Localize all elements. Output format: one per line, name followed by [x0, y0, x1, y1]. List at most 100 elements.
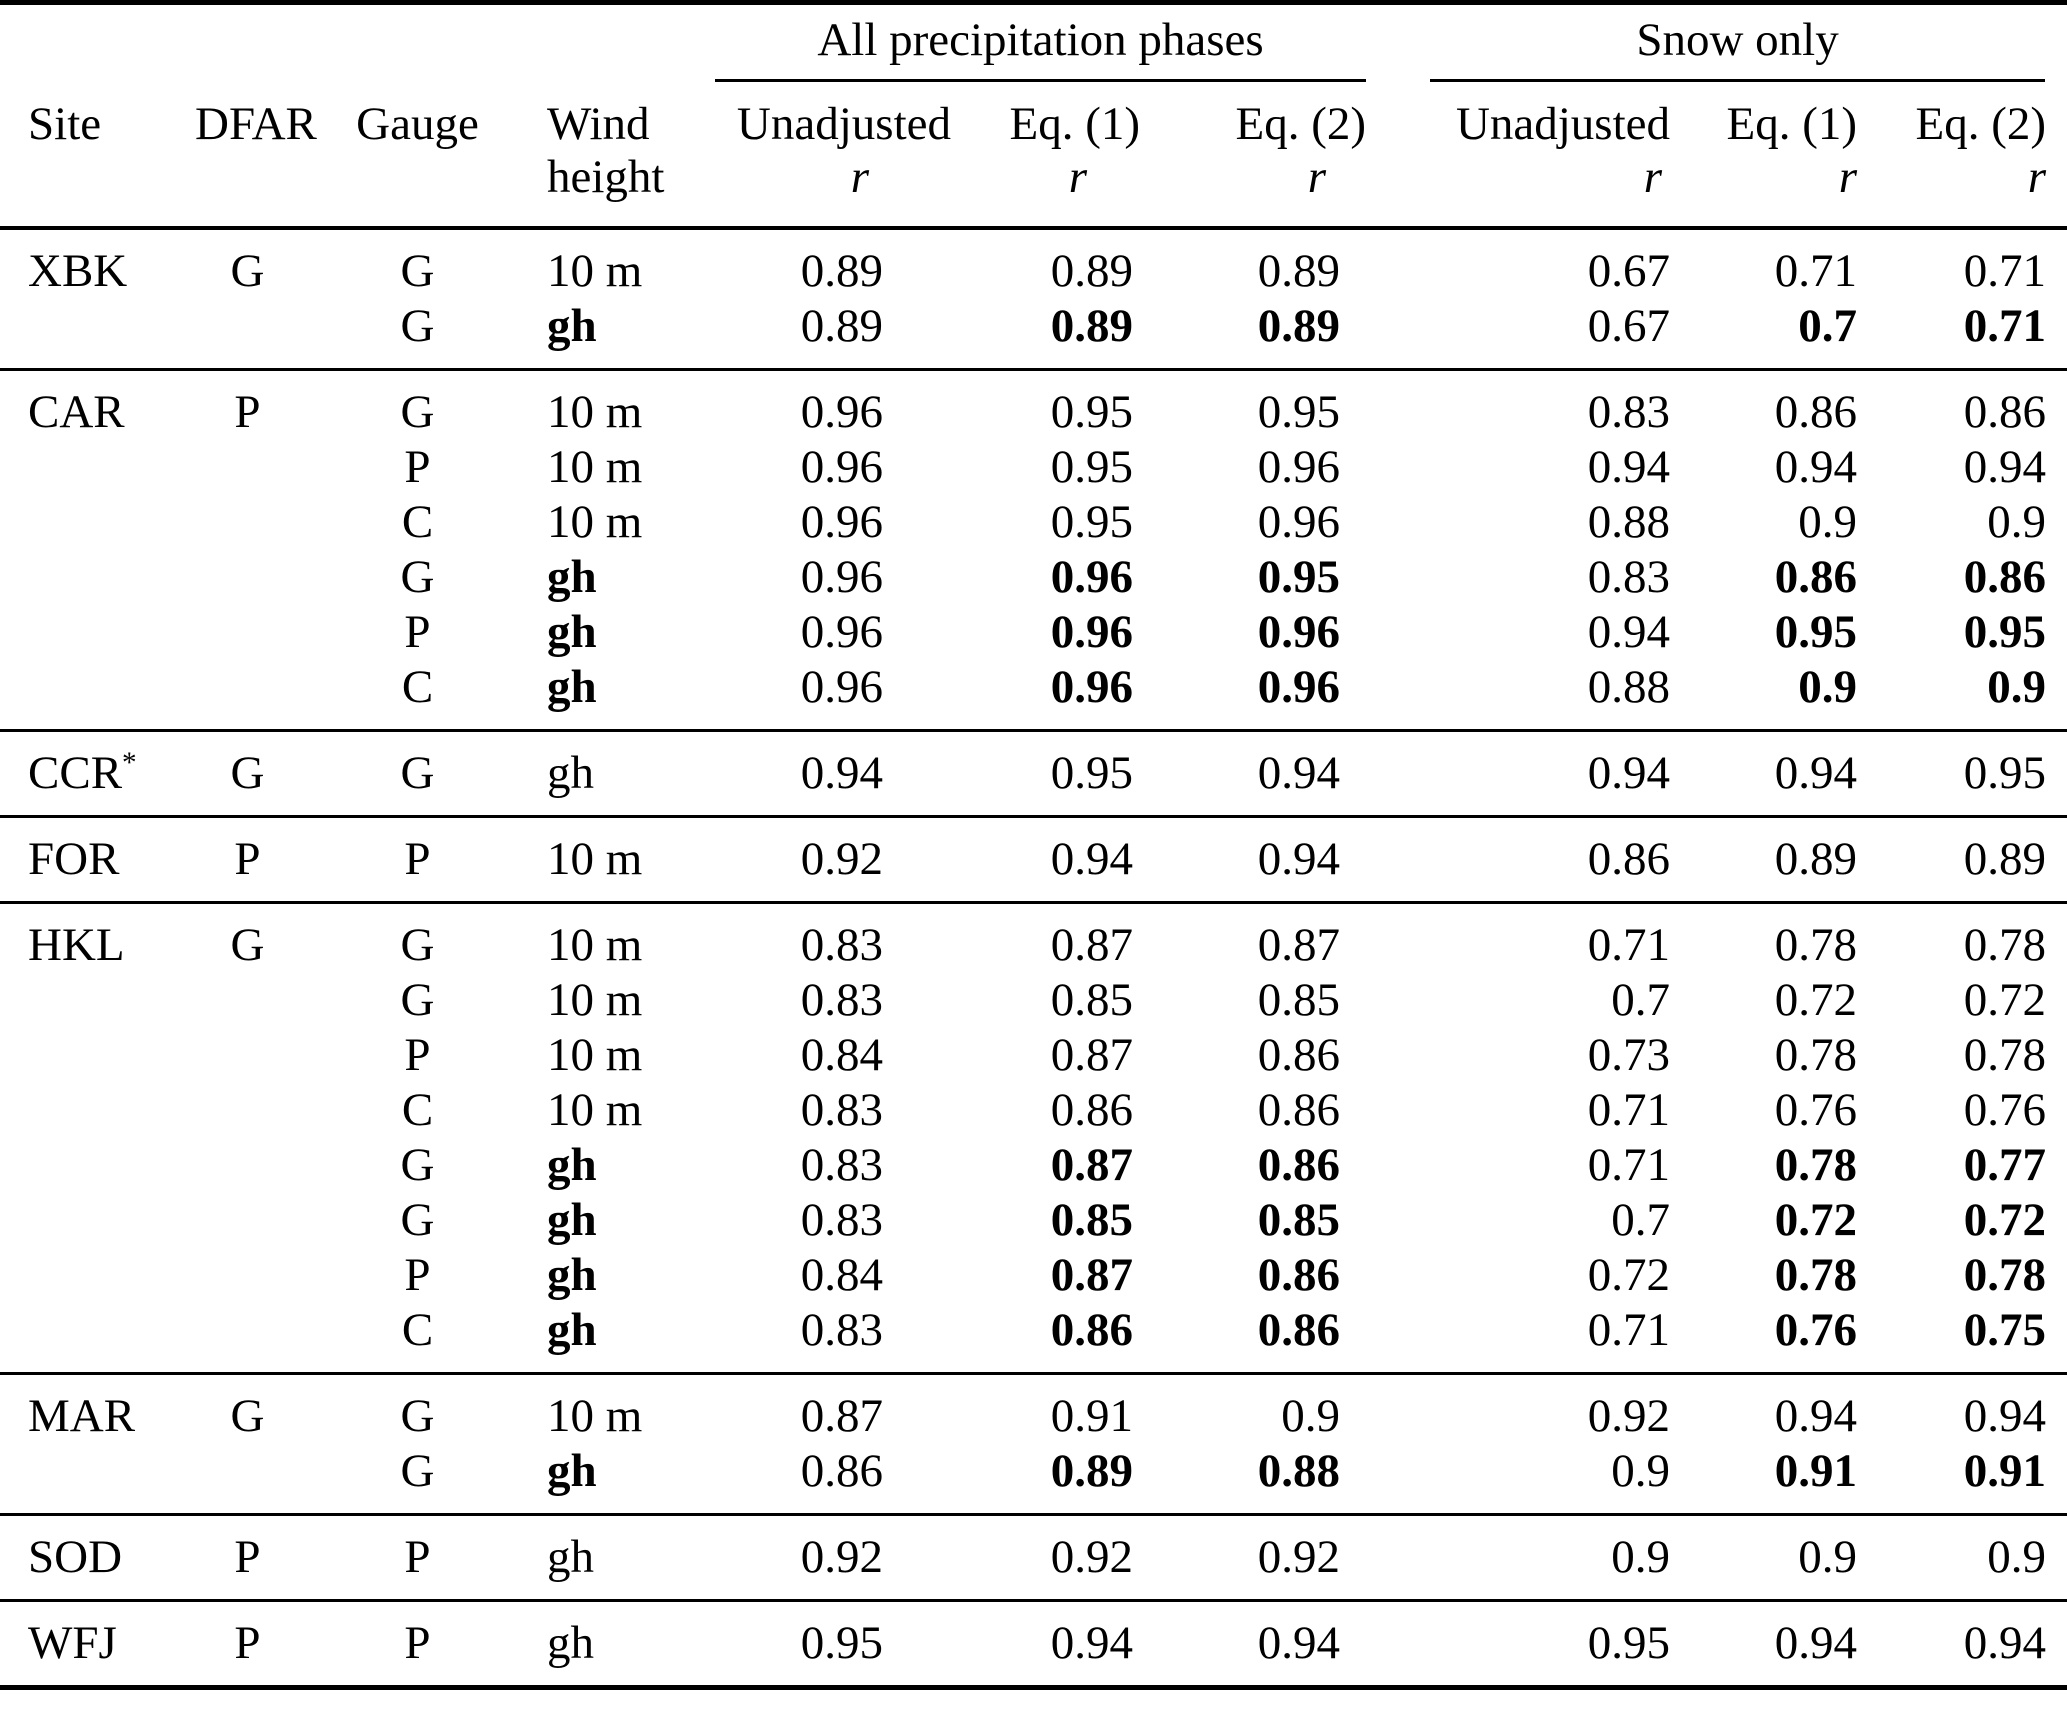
- cell-all-eq2: 0.95: [1257, 386, 1341, 438]
- cell-all-unadjusted: 0.83: [800, 1304, 883, 1356]
- cell-all-unadjusted: 0.96: [800, 661, 883, 713]
- cell-snow-eq2: 0.78: [1963, 1249, 2047, 1301]
- cell-dfar: [195, 1083, 300, 1138]
- cell-snow-eq1: 0.95: [1774, 606, 1858, 658]
- cell-all-unadjusted: 0.86: [800, 1445, 883, 1497]
- cell-site: [0, 605, 195, 660]
- cell-gauge: G: [400, 747, 435, 799]
- cell-all-unadjusted: 0.83: [800, 1194, 883, 1246]
- cell-dfar: [195, 1303, 300, 1374]
- cell-snow-eq2: 0.95: [1963, 606, 2047, 658]
- cell-all-eq2: 0.94: [1257, 1617, 1341, 1669]
- cell-dfar: P: [234, 1617, 261, 1669]
- cell-wind-height: 10 m: [547, 1084, 643, 1136]
- cell-snow-unadjusted: 0.7: [1611, 974, 1671, 1026]
- cell-all-eq2: 0.96: [1257, 661, 1341, 713]
- cell-snow-eq1: 0.78: [1774, 1029, 1858, 1081]
- cell-snow-unadjusted: 0.94: [1587, 441, 1671, 493]
- cell-snow-eq1: 0.76: [1774, 1084, 1858, 1136]
- cell-all-eq2: 0.86: [1257, 1249, 1341, 1301]
- cell-wind-height: gh: [547, 1531, 594, 1583]
- cell-all-unadjusted: 0.96: [800, 551, 883, 603]
- col-header-site: Site: [28, 98, 102, 150]
- r-label: r: [1838, 151, 1858, 203]
- cell-all-eq1: 0.86: [1050, 1304, 1133, 1356]
- cell-wind-height: gh: [547, 1304, 597, 1356]
- cell-all-eq2: 0.86: [1257, 1304, 1341, 1356]
- cell-snow-eq2: 0.78: [1963, 919, 2047, 971]
- cell-all-eq2: 0.88: [1257, 1445, 1341, 1497]
- cell-site: XBK: [28, 245, 128, 297]
- cell-site: [0, 1303, 195, 1374]
- cell-all-eq2: 0.94: [1257, 833, 1341, 885]
- cell-wind-height: 10 m: [547, 245, 643, 297]
- cell-gauge: G: [400, 551, 435, 603]
- cell-snow-eq2: 0.71: [1963, 300, 2047, 352]
- cell-all-eq1: 0.91: [1050, 1390, 1133, 1442]
- cell-snow-eq2: 0.9: [1987, 496, 2047, 548]
- cell-all-eq2: 0.89: [1257, 245, 1341, 297]
- cell-all-eq1: 0.96: [1050, 661, 1133, 713]
- cell-all-unadjusted: 0.83: [800, 1084, 883, 1136]
- table-row: CAR P G 10 m 0.96 0.95 0.95 0.83 0.86 0.86: [0, 370, 2067, 441]
- cell-all-unadjusted: 0.89: [800, 245, 883, 297]
- cell-all-unadjusted: 0.89: [800, 300, 883, 352]
- cell-gauge: P: [404, 1249, 431, 1301]
- cell-all-eq2: 0.96: [1257, 496, 1341, 548]
- cell-wind-height: 10 m: [547, 441, 643, 493]
- cell-all-eq2: 0.95: [1257, 551, 1341, 603]
- cell-wind-height: 10 m: [547, 919, 643, 971]
- cell-all-eq1: 0.89: [1050, 300, 1133, 352]
- cell-site: [0, 1248, 195, 1303]
- cell-snow-unadjusted: 0.72: [1587, 1249, 1671, 1301]
- cell-all-eq2: 0.86: [1257, 1084, 1341, 1136]
- cell-snow-eq2: 0.89: [1963, 833, 2047, 885]
- cell-wind-height: gh: [547, 1617, 594, 1669]
- cell-site: [0, 550, 195, 605]
- cell-snow-eq1: 0.78: [1774, 919, 1858, 971]
- cell-all-eq2: 0.86: [1257, 1029, 1341, 1081]
- col-header-all-eq2: Eq. (2) r: [1140, 82, 1367, 228]
- cell-all-eq1: 0.94: [1050, 833, 1133, 885]
- cell-snow-eq2: 0.71: [1963, 245, 2047, 297]
- col-header-all-eq1: Eq. (1) r: [955, 82, 1140, 228]
- cell-all-eq2: 0.85: [1257, 974, 1341, 1026]
- group-label-all-phases: All precipitation phases: [715, 5, 1367, 82]
- cell-gauge: C: [401, 661, 434, 713]
- cell-snow-eq2: 0.76: [1963, 1084, 2047, 1136]
- cell-all-eq1: 0.95: [1050, 386, 1133, 438]
- cell-all-unadjusted: 0.92: [800, 1531, 883, 1583]
- cell-dfar: P: [234, 386, 261, 438]
- cell-all-unadjusted: 0.83: [800, 1139, 883, 1191]
- cell-snow-unadjusted: 0.95: [1587, 1617, 1671, 1669]
- cell-site: CAR: [28, 386, 125, 438]
- col-header-wind-height: Wind height: [547, 98, 665, 203]
- cell-dfar: [195, 660, 300, 731]
- cell-site: [0, 1193, 195, 1248]
- cell-wind-height: gh: [547, 300, 597, 352]
- cell-dfar: P: [234, 833, 261, 885]
- cell-snow-unadjusted: 0.71: [1587, 1304, 1671, 1356]
- cell-snow-unadjusted: 0.67: [1587, 245, 1671, 297]
- col-header-all-unadjusted: Unadjusted r: [690, 82, 955, 228]
- cell-wind-height: gh: [547, 606, 597, 658]
- cell-snow-unadjusted: 0.88: [1587, 661, 1671, 713]
- cell-snow-unadjusted: 0.9: [1611, 1531, 1671, 1583]
- cell-snow-eq1: 0.72: [1774, 974, 1858, 1026]
- cell-snow-eq2: 0.94: [1963, 1390, 2047, 1442]
- cell-snow-eq2: 0.95: [1963, 747, 2047, 799]
- cell-snow-eq1: 0.76: [1774, 1304, 1858, 1356]
- cell-site: WFJ: [28, 1617, 117, 1669]
- cell-all-unadjusted: 0.92: [800, 833, 883, 885]
- cell-snow-eq2: 0.9: [1987, 1531, 2047, 1583]
